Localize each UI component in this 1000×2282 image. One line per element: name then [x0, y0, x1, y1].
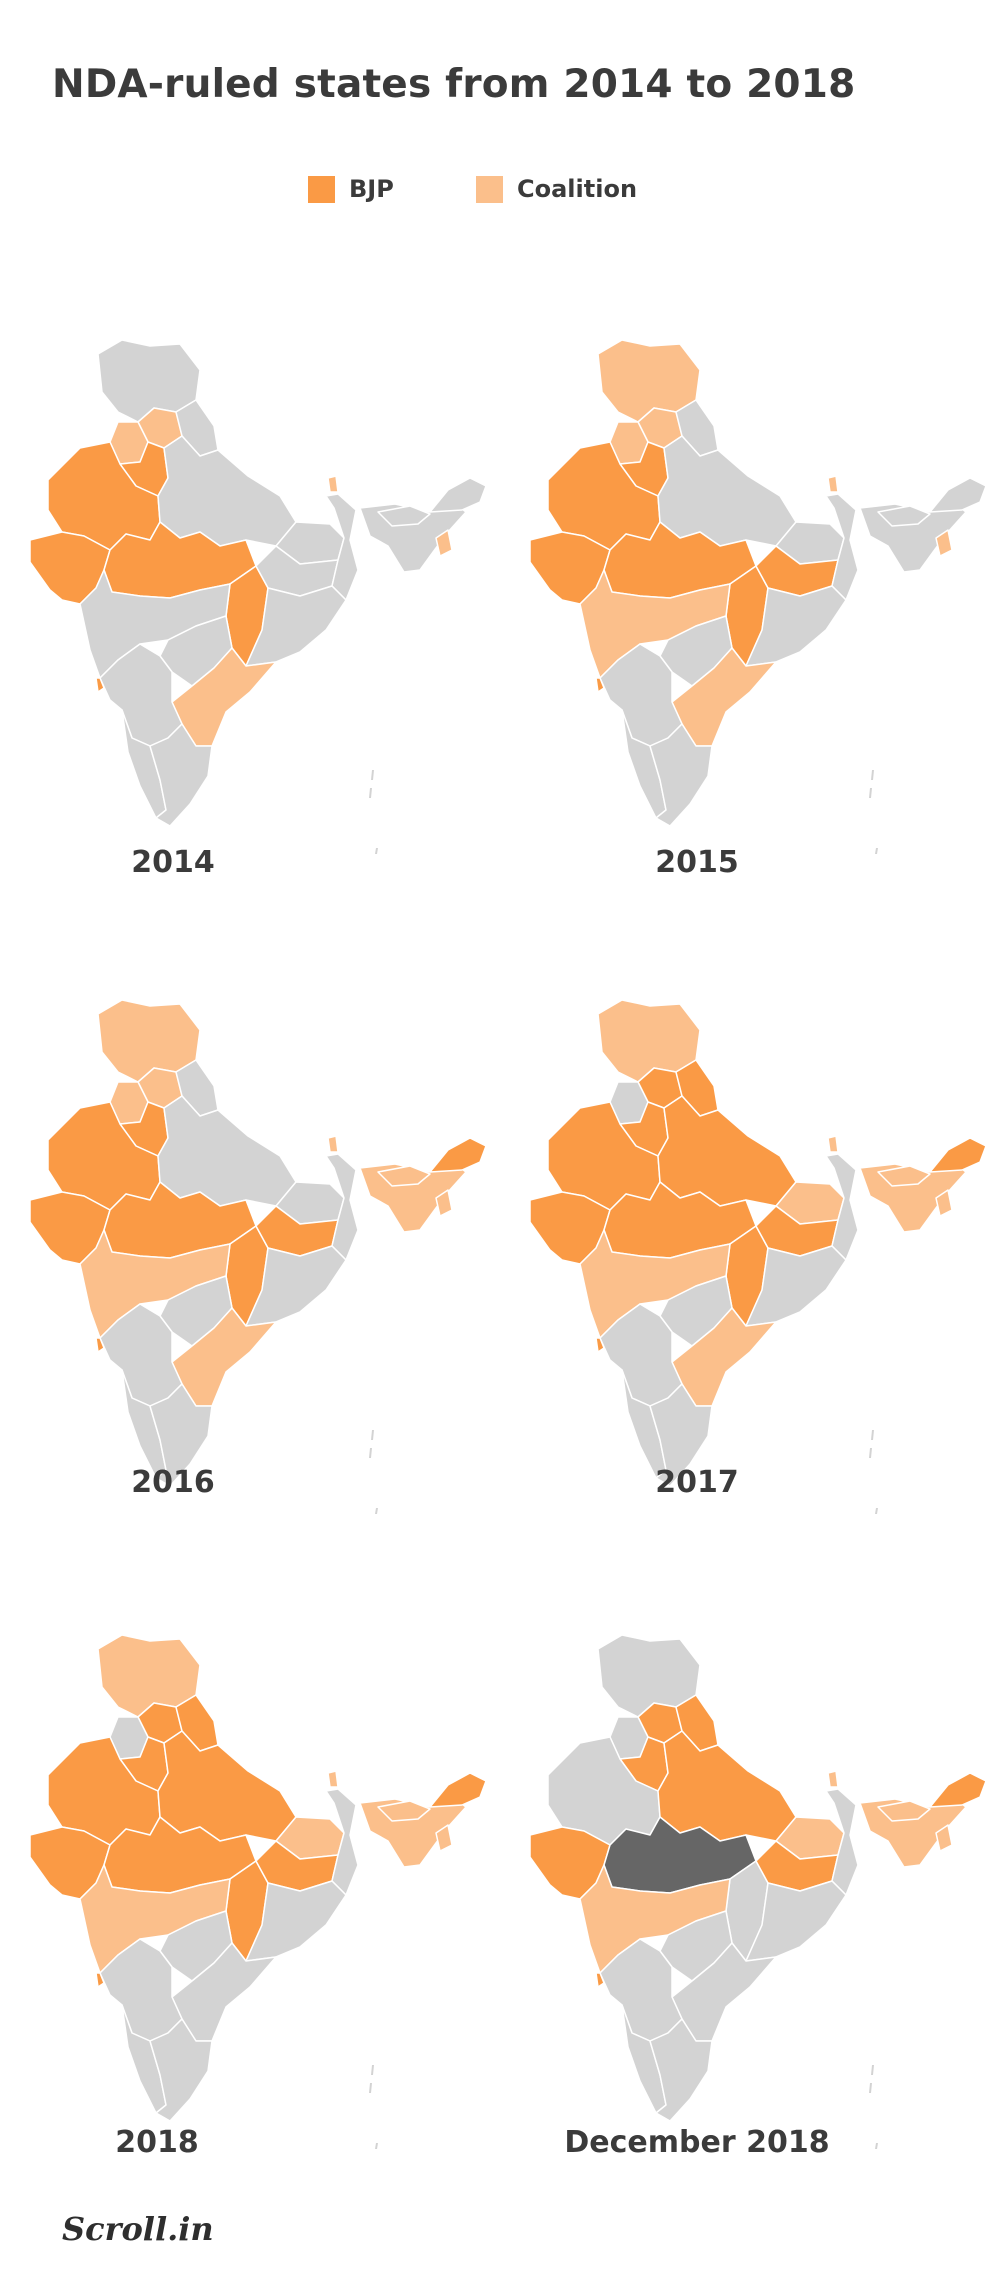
island-1 [369, 788, 372, 798]
state-tn [649, 723, 713, 827]
state-ga [595, 1337, 605, 1353]
state-as [877, 1800, 931, 1822]
island-2 [875, 848, 878, 854]
state-nl [435, 1189, 453, 1217]
state-nl [935, 1824, 953, 1852]
india-map [29, 339, 487, 854]
legend-label-coalition: Coalition [517, 175, 638, 203]
island-2 [375, 2143, 378, 2149]
state-tn [649, 1383, 713, 1487]
india-map [529, 339, 987, 854]
state-sk [327, 1135, 339, 1153]
island-0 [871, 1430, 874, 1440]
coalition-swatch [476, 175, 503, 203]
map-panel-2014: 2014 [0, 300, 500, 950]
island-2 [875, 2143, 878, 2149]
state-up [657, 1730, 797, 1842]
island-1 [369, 1448, 372, 1458]
state-sk [827, 475, 839, 493]
map-panel-2016: 2016 [0, 960, 500, 1610]
legend: BJP Coalition [0, 175, 1000, 215]
state-sk [827, 1135, 839, 1153]
state-nl [435, 529, 453, 557]
map-panel-december-2018: December 2018 [500, 1595, 1000, 2245]
state-ar [429, 1772, 487, 1808]
island-0 [371, 1430, 374, 1440]
state-nl [935, 529, 953, 557]
india-map [529, 999, 987, 1514]
island-1 [869, 2083, 872, 2093]
state-as [877, 505, 931, 527]
scroll-logo[interactable]: Scroll.in [62, 2210, 214, 2248]
india-map [29, 1634, 487, 2149]
state-ar [429, 1137, 487, 1173]
map-year-label: 2015 [655, 845, 739, 880]
state-ar [929, 477, 987, 513]
state-up [657, 1095, 797, 1207]
state-ar [929, 1772, 987, 1808]
state-up [157, 435, 297, 547]
map-panel-2015: 2015 [500, 300, 1000, 950]
state-ar [429, 477, 487, 513]
map-year-label: 2014 [131, 845, 215, 880]
map-panel-2017: 2017 [500, 960, 1000, 1610]
island-0 [871, 2065, 874, 2075]
legend-label-bjp: BJP [349, 175, 394, 203]
state-ar [929, 1137, 987, 1173]
state-ga [95, 1337, 105, 1353]
state-up [157, 1730, 297, 1842]
state-ga [595, 677, 605, 693]
state-tn [149, 723, 213, 827]
state-as [377, 505, 431, 527]
bjp-swatch [308, 175, 335, 203]
state-as [877, 1165, 931, 1187]
india-map [29, 999, 487, 1514]
state-tn [649, 2018, 713, 2122]
page-title: NDA-ruled states from 2014 to 2018 [52, 62, 856, 107]
state-as [377, 1800, 431, 1822]
map-year-label: December 2018 [564, 2125, 830, 2160]
map-panel-2018: 2018 [0, 1595, 500, 2245]
island-2 [375, 848, 378, 854]
state-tn [149, 1383, 213, 1487]
state-up [157, 1095, 297, 1207]
map-year-label: 2016 [131, 1465, 215, 1500]
island-1 [869, 1448, 872, 1458]
india-map [529, 1634, 987, 2149]
map-year-label: 2018 [115, 2125, 199, 2160]
state-up [657, 435, 797, 547]
state-ga [95, 677, 105, 693]
island-1 [369, 2083, 372, 2093]
island-0 [371, 770, 374, 780]
state-nl [935, 1189, 953, 1217]
island-0 [871, 770, 874, 780]
island-1 [869, 788, 872, 798]
island-2 [875, 1508, 878, 1514]
state-ga [95, 1972, 105, 1988]
island-2 [375, 1508, 378, 1514]
state-as [377, 1165, 431, 1187]
map-year-label: 2017 [655, 1465, 739, 1500]
island-0 [371, 2065, 374, 2075]
state-sk [327, 1770, 339, 1788]
legend-item-bjp: BJP [308, 175, 394, 203]
state-tn [149, 2018, 213, 2122]
state-sk [827, 1770, 839, 1788]
state-nl [435, 1824, 453, 1852]
legend-item-coalition: Coalition [476, 175, 637, 203]
state-ga [595, 1972, 605, 1988]
state-sk [327, 475, 339, 493]
